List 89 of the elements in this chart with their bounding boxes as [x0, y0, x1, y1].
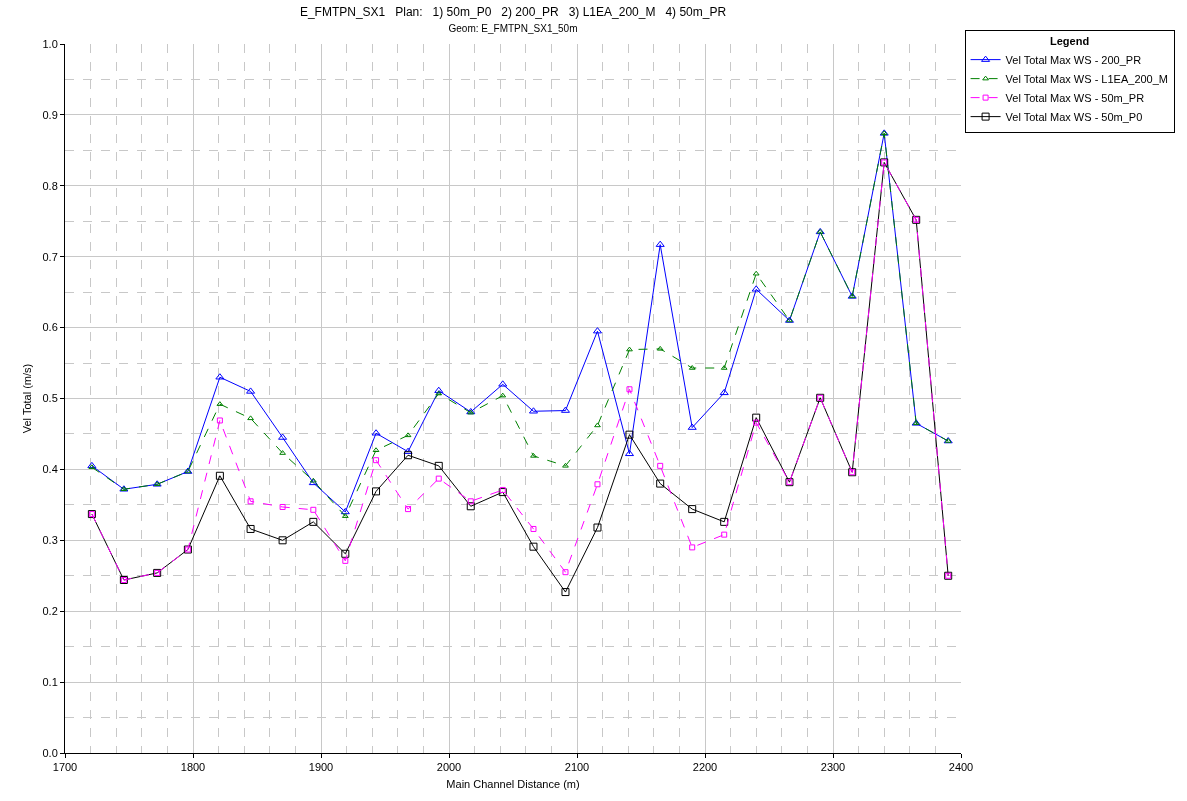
point — [278, 536, 287, 545]
point — [656, 345, 664, 351]
point — [751, 285, 761, 292]
point — [752, 270, 760, 276]
point — [499, 486, 506, 493]
legend-label: Vel Total Max WS - L1EA_200_M — [1005, 72, 1169, 85]
point — [625, 430, 634, 439]
point — [593, 523, 602, 532]
point — [719, 388, 729, 396]
point — [656, 479, 665, 488]
y-tick-label: 0.5 — [42, 392, 58, 405]
chart-subtitle: Geom: E_FMTPN_SX1_50m — [448, 22, 578, 34]
point — [720, 517, 729, 526]
point — [372, 487, 381, 496]
point — [530, 525, 537, 532]
x-tick-label: 2300 — [820, 761, 846, 774]
point — [279, 450, 286, 455]
point — [687, 423, 697, 430]
point — [657, 462, 664, 469]
point — [688, 505, 697, 514]
point — [405, 506, 412, 513]
y-tick-label: 0.4 — [42, 463, 58, 476]
legend-label: Vel Total Max WS - 50m_P0 — [1005, 110, 1143, 123]
point — [689, 544, 696, 551]
y-tick-label: 0.7 — [42, 250, 58, 263]
y-tick-label: 0.1 — [42, 675, 58, 688]
x-tick-label: 1900 — [308, 761, 334, 774]
point — [279, 503, 286, 510]
y-tick-label: 0.9 — [42, 108, 58, 121]
point — [404, 451, 413, 460]
point — [529, 542, 538, 551]
point — [624, 449, 635, 457]
point — [467, 498, 474, 505]
y-tick-label: 0.3 — [42, 534, 58, 547]
point — [466, 502, 475, 511]
point — [721, 531, 728, 538]
point — [626, 346, 633, 352]
point — [246, 524, 255, 533]
point — [403, 447, 413, 454]
point — [626, 386, 633, 393]
point — [594, 422, 601, 428]
x-tick-label: 2400 — [948, 761, 974, 774]
y-tick-label: 0.2 — [42, 605, 58, 618]
point — [341, 549, 350, 558]
x-tick-label: 1700 — [52, 761, 78, 774]
point — [753, 419, 760, 426]
point — [340, 507, 350, 515]
point — [435, 475, 442, 482]
point — [530, 452, 537, 458]
point — [561, 588, 570, 597]
point — [247, 415, 254, 421]
point — [594, 481, 601, 488]
point — [342, 557, 349, 564]
point — [215, 373, 225, 380]
point — [752, 413, 761, 422]
point — [655, 240, 665, 247]
point — [562, 569, 569, 576]
point — [498, 488, 507, 497]
x-axis-title: Main Channel Distance (m) — [446, 778, 580, 791]
point — [404, 432, 412, 438]
point — [309, 517, 318, 526]
legend-label: Vel Total Max WS - 50m_PR — [1005, 91, 1145, 104]
point — [247, 498, 254, 505]
legend-title: Legend — [1050, 35, 1090, 48]
y-axis-title: Vel Total (m/s) — [21, 363, 34, 434]
y-tick-label: 0.8 — [42, 179, 58, 192]
point — [278, 433, 288, 440]
point — [372, 447, 380, 453]
point — [215, 471, 224, 480]
x-tick-label: 2200 — [692, 761, 718, 774]
point — [434, 461, 443, 470]
point — [434, 386, 444, 393]
point — [498, 380, 508, 387]
point — [371, 429, 381, 436]
y-tick-label: 0.0 — [42, 746, 58, 759]
point — [216, 417, 223, 424]
legend-label: Vel Total Max WS - 200_PR — [1005, 53, 1142, 66]
x-tick-label: 2100 — [564, 761, 590, 774]
point — [562, 462, 569, 468]
point — [246, 387, 256, 394]
y-tick-label: 0.6 — [42, 321, 58, 334]
point — [373, 457, 380, 464]
point — [435, 390, 443, 396]
point — [310, 506, 317, 513]
y-tick-label: 1.0 — [42, 37, 58, 50]
x-tick-label: 1800 — [180, 761, 206, 774]
point — [499, 392, 507, 398]
chart-title: E_FMTPN_SX1 Plan: 1) 50m_P0 2) 200_PR 3) L1EA_200_M 4) 50m_PR — [299, 5, 727, 20]
x-tick-label: 2000 — [436, 761, 462, 774]
